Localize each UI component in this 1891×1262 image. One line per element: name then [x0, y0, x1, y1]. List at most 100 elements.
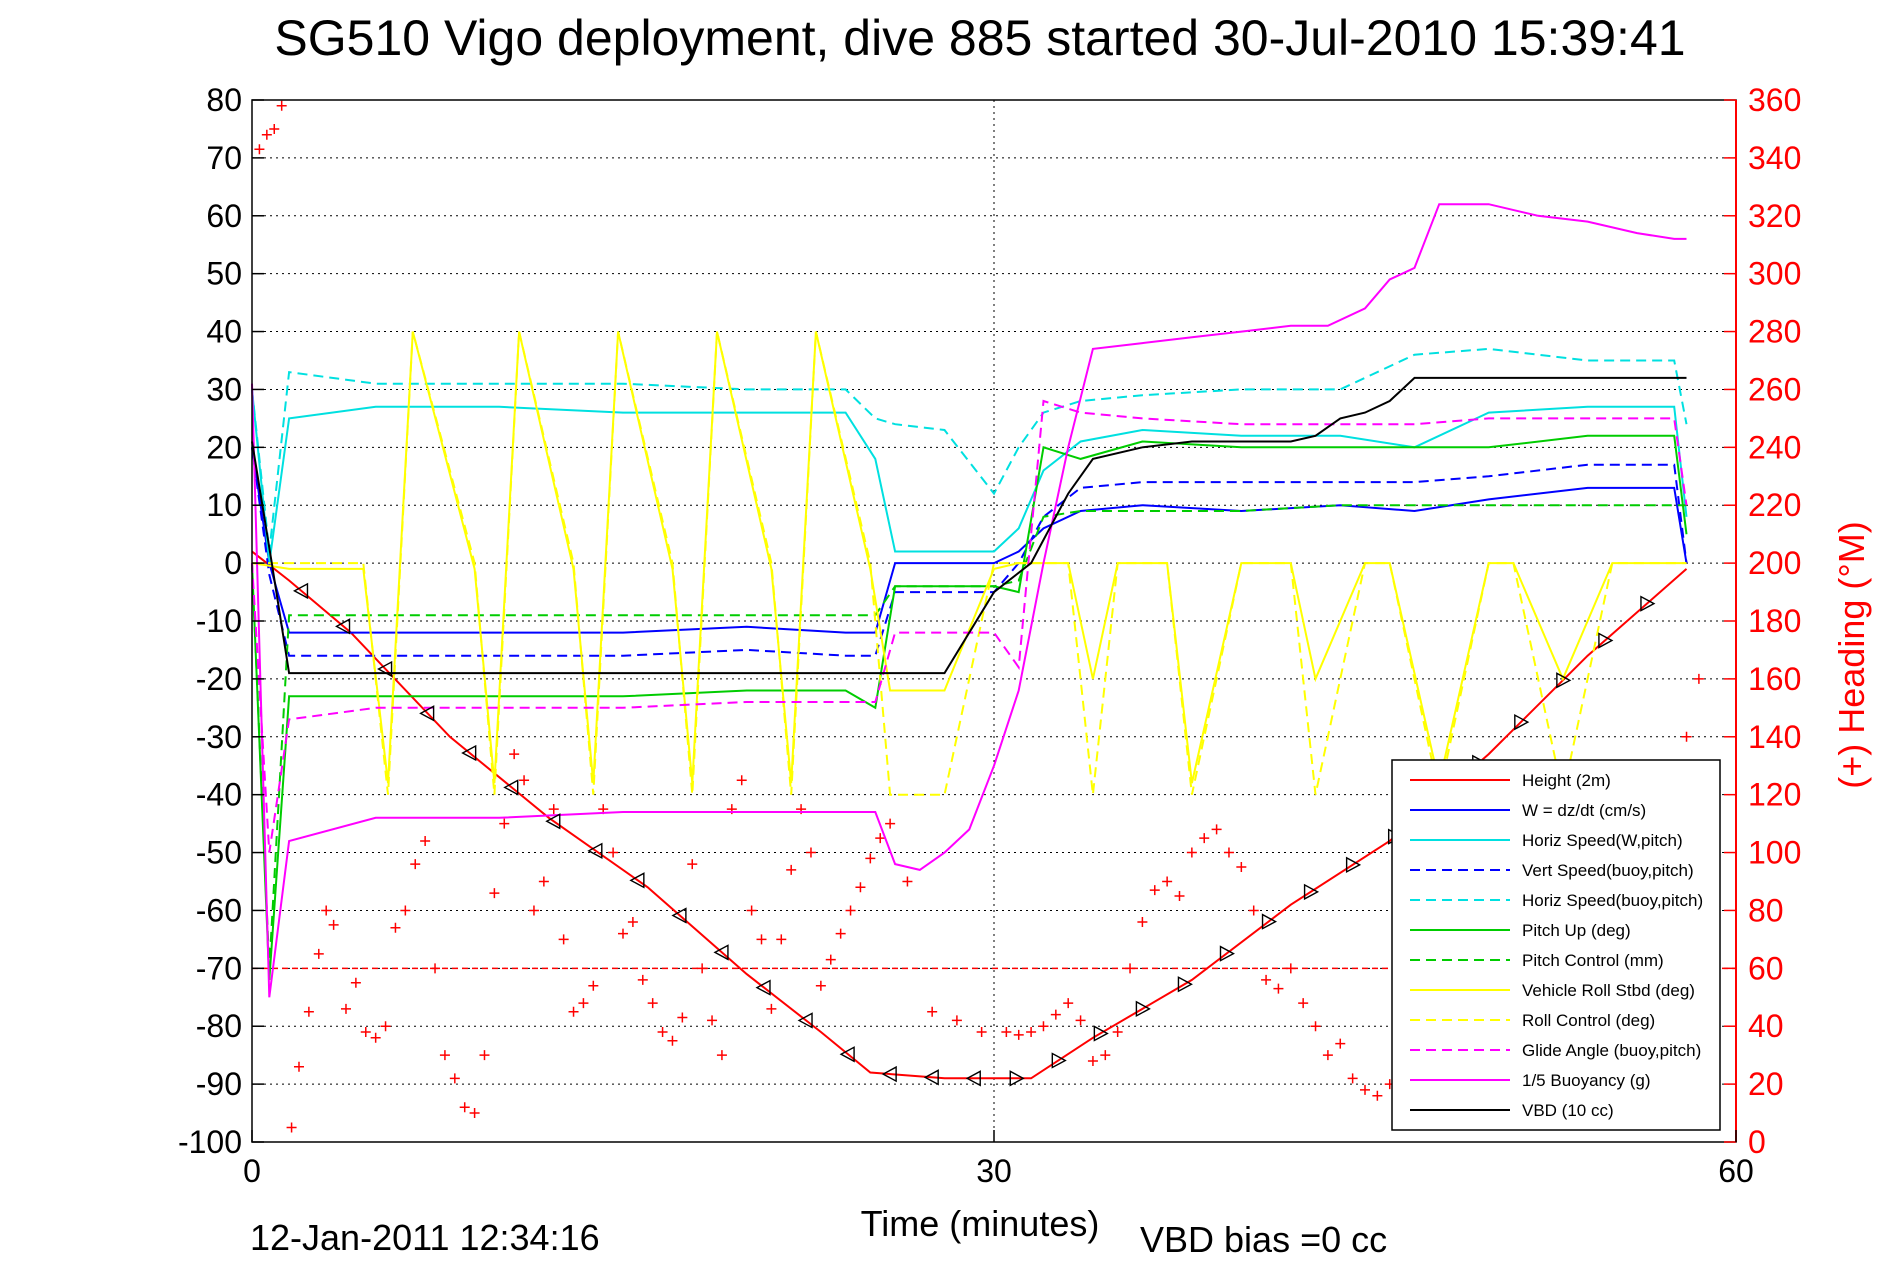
heading-point [1298, 998, 1309, 1009]
heading-point [1372, 1090, 1383, 1101]
heading-point [469, 1108, 480, 1119]
left-tick-label: 40 [206, 314, 242, 350]
height-marker [923, 1069, 939, 1086]
legend-entry: VBD (10 cc) [1522, 1101, 1614, 1120]
heading-point [608, 847, 619, 858]
height-marker [1009, 1070, 1025, 1087]
heading-point [1001, 1027, 1012, 1038]
left-tick-label: 70 [206, 140, 242, 176]
heading-point [1211, 824, 1222, 835]
heading-point [776, 934, 787, 945]
heading-point [390, 922, 401, 933]
left-tick-label: -100 [178, 1124, 242, 1160]
heading-point [766, 1003, 777, 1014]
height-marker [797, 1012, 813, 1029]
heading-point [519, 775, 530, 786]
chart-title: SG510 Vigo deployment, dive 885 started … [274, 10, 1685, 66]
heading-point [657, 1027, 668, 1038]
right-tick-label: 300 [1748, 256, 1801, 292]
height-marker [1135, 1000, 1151, 1018]
height-marker [1051, 1052, 1067, 1069]
right-tick-label: 100 [1748, 835, 1801, 871]
heading-point [420, 835, 431, 846]
heading-point [340, 1003, 351, 1014]
series-layer [251, 100, 1704, 1133]
left-tick-label: 0 [224, 545, 242, 581]
heading-point [1236, 862, 1247, 873]
heading-point [875, 833, 886, 844]
footer-date: 12-Jan-2011 12:34:16 [250, 1217, 600, 1258]
heading-point [548, 804, 559, 815]
height-marker [881, 1065, 897, 1083]
heading-point [430, 963, 441, 974]
footer-note: VBD bias =0 cc [1140, 1219, 1387, 1260]
right-tick-label: 160 [1748, 661, 1801, 697]
left-tick-label: -20 [196, 661, 242, 697]
left-tick-label: -60 [196, 892, 242, 928]
heading-point [1087, 1055, 1098, 1066]
right-tick-label: 80 [1748, 892, 1784, 928]
heading-point [815, 980, 826, 991]
height-marker [1345, 856, 1362, 874]
x-tick-label: 0 [243, 1153, 261, 1189]
series-horiz-speed-w-pitch [251, 389, 1688, 564]
left-tick-label: 20 [206, 429, 242, 465]
heading-point [1063, 998, 1074, 1009]
heading-point [1149, 885, 1160, 896]
heading-point [687, 859, 698, 870]
heading-point [321, 905, 332, 916]
left-tick-label: 80 [206, 82, 242, 118]
height-marker [839, 1046, 855, 1063]
left-tick-label: -30 [196, 719, 242, 755]
heading-point [528, 905, 539, 916]
left-tick-label: -40 [196, 777, 242, 813]
heading-point [1125, 963, 1136, 974]
heading-point [489, 888, 500, 899]
heading-point [293, 1061, 304, 1072]
height-marker [292, 582, 309, 600]
heading-point [588, 980, 599, 991]
heading-point [509, 749, 520, 760]
heading-point [254, 144, 265, 155]
x-tick-label: 30 [976, 1153, 1012, 1189]
heading-point [410, 859, 421, 870]
right-tick-label: 120 [1748, 777, 1801, 813]
height-marker [1640, 595, 1656, 612]
height-marker [1093, 1025, 1109, 1042]
heading-point [716, 1050, 727, 1061]
height-marker [1177, 976, 1193, 993]
heading-point [1162, 876, 1173, 887]
legend: Height (2m) W = dz/dt (cm/s) Horiz Speed(W… [1391, 759, 1721, 1131]
legend-entry: Glide Angle (buoy,pitch) [1522, 1041, 1701, 1060]
heading-point [1261, 974, 1272, 985]
heading-point [1693, 673, 1704, 684]
left-tick-label: -90 [196, 1066, 242, 1102]
heading-point [865, 853, 876, 864]
height-marker [335, 618, 351, 635]
heading-point [736, 775, 747, 786]
heading-point [1174, 890, 1185, 901]
heading-point [313, 948, 324, 959]
heading-point [370, 1032, 381, 1043]
heading-point [1310, 1021, 1321, 1032]
heading-point [269, 123, 280, 134]
heading-point [400, 905, 411, 916]
left-tick-label: -50 [196, 835, 242, 871]
height-marker [755, 979, 771, 996]
heading-point [261, 129, 272, 140]
height-marker [1556, 672, 1572, 689]
height-marker [377, 660, 393, 678]
heading-point [1273, 983, 1284, 994]
heading-point [1248, 905, 1259, 916]
right-tick-label: 180 [1748, 603, 1801, 639]
left-tick-label: -10 [196, 603, 242, 639]
heading-point [1335, 1038, 1346, 1049]
heading-point [756, 934, 767, 945]
height-marker [629, 872, 645, 889]
heading-point [1285, 963, 1296, 974]
heading-point [1223, 847, 1234, 858]
right-tick-label: 260 [1748, 371, 1801, 407]
right-axis-label: (+) Heading (°M) [1831, 521, 1872, 788]
height-marker [1261, 913, 1278, 930]
